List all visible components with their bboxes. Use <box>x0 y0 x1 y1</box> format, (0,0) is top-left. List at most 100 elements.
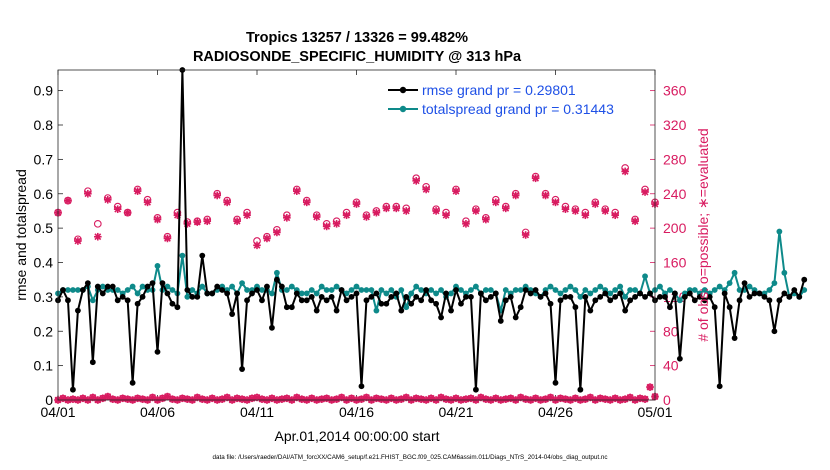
obs-evaluated-marker <box>482 215 490 224</box>
rmse-point <box>627 297 634 304</box>
totalspread-point <box>154 263 161 269</box>
obs-evaluated-marker <box>521 231 530 239</box>
rmse-point <box>726 304 733 311</box>
left-tick-label: 0.4 <box>34 255 54 271</box>
rmse-point <box>776 297 783 304</box>
plot-area <box>58 70 655 400</box>
rmse-point <box>308 293 315 300</box>
totalspread-point <box>368 287 375 293</box>
left-tick-label: 0.8 <box>34 117 54 133</box>
obs-evaluated-marker <box>531 174 540 183</box>
evaluated-star-stroke <box>313 213 321 221</box>
rmse-point <box>552 379 559 386</box>
rmse-point <box>343 297 350 304</box>
rmse-point <box>348 293 355 300</box>
totalspread-point <box>99 283 106 290</box>
rmse-point <box>512 314 519 321</box>
totalspread-point <box>288 283 295 290</box>
totalspread-point <box>139 283 146 290</box>
evaluated-star-stroke <box>601 395 609 403</box>
rmse-point <box>686 290 693 297</box>
obs-evaluated-marker <box>452 187 460 195</box>
totalspread-point <box>418 287 425 293</box>
rmse-point <box>492 290 499 297</box>
rmse-point <box>408 300 415 307</box>
left-tick-label: 0.5 <box>34 220 54 236</box>
evaluated-star-stroke <box>253 394 261 401</box>
evaluated-star-stroke <box>64 197 72 205</box>
obs-evaluated-marker <box>412 177 420 185</box>
rmse-point <box>184 287 191 293</box>
rmse-point <box>607 297 614 304</box>
rmse-point <box>358 383 365 390</box>
evaluated-star-stroke <box>562 395 569 403</box>
evaluated-star-stroke <box>124 209 132 217</box>
totalspread-point <box>348 287 355 293</box>
rmse-point <box>368 293 375 300</box>
totalspread-point <box>487 287 494 293</box>
rmse-point <box>224 290 231 297</box>
obs-evaluated-marker <box>332 220 341 228</box>
obs-evaluated-marker <box>581 211 590 220</box>
totalspread-point <box>726 280 733 287</box>
totalspread-point <box>776 228 783 235</box>
x-tick-label: 05/01 <box>637 404 672 420</box>
rmse-point <box>288 304 295 311</box>
obs-evaluated-marker <box>501 204 510 213</box>
totalspread-point <box>517 287 524 293</box>
totalspread-point <box>388 287 395 293</box>
rmse-point <box>711 304 718 311</box>
totalspread-point <box>473 283 479 290</box>
evaluated-star-stroke <box>626 394 634 401</box>
rmse-point <box>448 307 454 314</box>
rmse-point <box>219 287 226 293</box>
obs-evaluated-marker <box>362 213 371 221</box>
obs-evaluated-marker <box>322 222 331 231</box>
totalspread-point <box>199 283 206 290</box>
totalspread-point <box>353 283 360 290</box>
rmse-point <box>597 293 604 300</box>
evaluated-star-stroke <box>193 218 201 226</box>
obs-evaluated-marker <box>84 189 92 198</box>
rmse-point <box>667 304 673 311</box>
obs-evaluated-marker <box>94 232 102 241</box>
right-tick-label: 240 <box>663 186 687 202</box>
rmse-point <box>194 293 201 300</box>
rmse-point <box>587 307 594 314</box>
totalspread-point <box>428 287 435 293</box>
rmse-point <box>443 290 449 297</box>
totalspread-point <box>731 269 738 276</box>
totalspread-point <box>458 287 464 293</box>
rmse-point <box>214 283 221 290</box>
obs-evaluated-marker <box>492 198 500 207</box>
rmse-point <box>298 297 305 304</box>
rmse-point <box>189 293 196 300</box>
obs-evaluated-marker <box>621 167 629 176</box>
rmse-point <box>278 283 285 290</box>
evaluated-star-stroke <box>243 211 251 219</box>
rmse-point <box>567 293 574 300</box>
totalspread-point <box>691 287 698 293</box>
totalspread-point <box>184 293 191 300</box>
totalspread-point <box>189 287 196 293</box>
rmse-point <box>547 300 554 307</box>
evaluated-star-stroke <box>104 393 112 400</box>
evaluated-star-stroke <box>114 205 122 213</box>
evaluated-star-stroke <box>502 204 510 212</box>
rmse-point <box>428 297 435 304</box>
legend: rmse grand pr = 0.29801 totalspread gran… <box>388 82 614 117</box>
evaluated-star-stroke <box>641 188 649 196</box>
rmse-point <box>537 293 544 300</box>
rmse-point <box>264 283 270 290</box>
evaluated-star-stroke <box>298 395 306 403</box>
obs-possible-marker <box>93 219 102 228</box>
totalspread-point <box>358 287 365 293</box>
rmse-point <box>249 290 255 297</box>
rmse-point <box>731 335 738 342</box>
totalspread-point <box>313 290 320 297</box>
totalspread-point <box>114 287 121 293</box>
rmse-point <box>154 348 161 355</box>
totalspread-point <box>343 290 350 297</box>
obs-evaluated-marker <box>541 191 550 200</box>
rmse-point <box>114 297 121 304</box>
